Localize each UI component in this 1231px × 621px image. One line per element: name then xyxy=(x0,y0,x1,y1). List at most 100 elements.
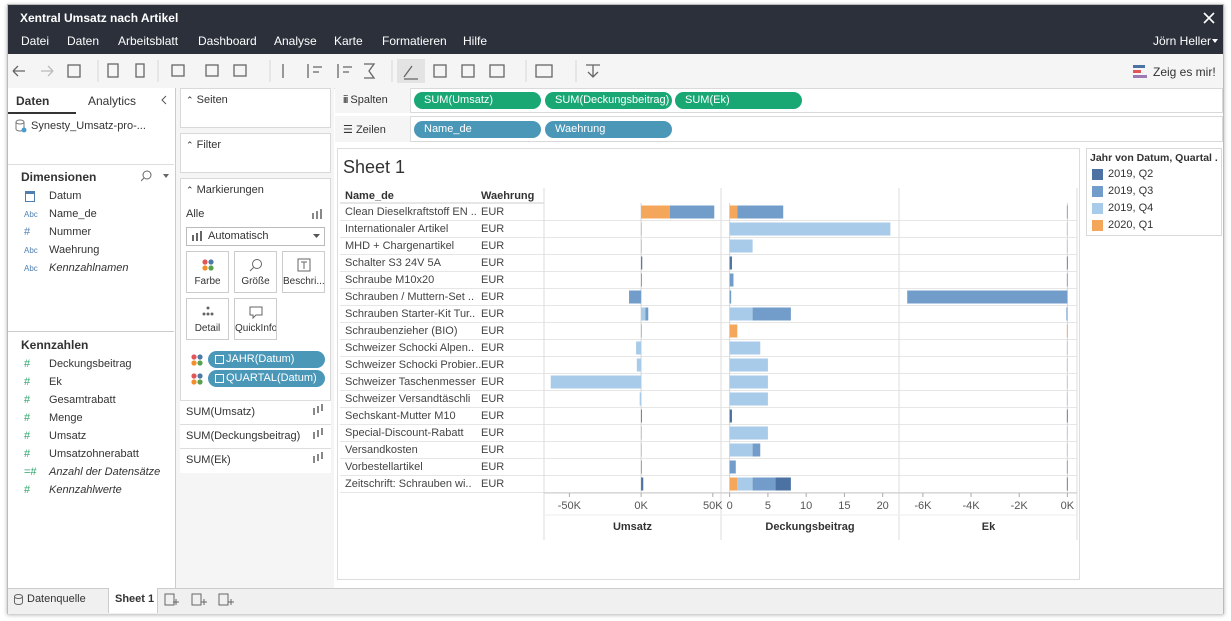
row-label: Versandkosten xyxy=(345,444,418,456)
bar xyxy=(729,426,768,440)
pane-tab[interactable]: Analytics xyxy=(88,94,137,108)
field-name[interactable]: Gesamtrabatt xyxy=(49,394,116,406)
field-name[interactable]: Kennzahlwerte xyxy=(49,484,122,496)
mark-pill[interactable]: QUARTAL(Datum) xyxy=(208,370,325,387)
field-name[interactable]: Anzahl der Datensätze xyxy=(49,466,161,478)
search-icon[interactable] xyxy=(141,170,169,182)
field-name[interactable]: Umsatz xyxy=(49,430,87,442)
field-name[interactable]: Menge xyxy=(49,412,83,424)
collapse-icon[interactable] xyxy=(160,95,168,105)
column-pill[interactable]: SUM(Umsatz) xyxy=(414,92,541,109)
bar xyxy=(645,307,649,321)
tab-underline xyxy=(8,88,76,114)
dropdown-caret xyxy=(313,234,320,238)
row-pill[interactable]: Name_de xyxy=(414,121,541,138)
bar xyxy=(641,205,670,219)
row-label: MHD + Chargenartikel xyxy=(345,240,454,252)
menu-item[interactable]: Arbeitsblatt xyxy=(118,34,179,48)
field-icon: # xyxy=(24,430,31,442)
bar xyxy=(729,222,891,236)
mark-button[interactable]: Beschri... xyxy=(282,251,325,293)
bar xyxy=(729,256,732,270)
menu-item[interactable]: Formatieren xyxy=(382,34,447,48)
field-name[interactable]: Umsatzohnerabatt xyxy=(49,448,139,460)
measure-card[interactable] xyxy=(180,400,331,425)
row-currency: EUR xyxy=(481,478,504,490)
field-name[interactable]: Deckungsbeitrag xyxy=(49,358,132,370)
legend-label[interactable]: 2019, Q3 xyxy=(1108,185,1154,197)
field-icon: Abc xyxy=(24,246,38,255)
x-tick-label: 0K xyxy=(1061,500,1075,512)
legend-label[interactable]: 2019, Q4 xyxy=(1108,202,1154,214)
bar xyxy=(752,443,761,457)
title-bar xyxy=(8,5,1223,54)
card-title-text: Filter xyxy=(196,139,222,151)
bar xyxy=(737,477,753,491)
legend xyxy=(1086,148,1222,236)
filters-card xyxy=(180,133,331,173)
bar xyxy=(669,205,715,219)
source-icon xyxy=(15,119,27,133)
mark-type-dropdown[interactable] xyxy=(186,227,325,246)
user-name[interactable]: Jörn Heller xyxy=(1153,34,1212,48)
measure-card[interactable] xyxy=(180,424,331,449)
plot: Sheet 1 Name_de Waehrung Clean Dieselkra… xyxy=(340,157,1078,540)
field-name[interactable]: Kennzahlnamen xyxy=(49,262,129,274)
menu-item[interactable]: Dashboard xyxy=(198,34,257,48)
bar xyxy=(639,392,642,406)
sheet-tab[interactable]: Datenquelle xyxy=(27,593,86,605)
legend-swatch xyxy=(1092,220,1103,231)
row-currency: EUR xyxy=(481,427,504,439)
legend-label[interactable]: 2020, Q1 xyxy=(1108,219,1154,231)
menu-item[interactable]: Karte xyxy=(334,34,363,48)
mark-button[interactable]: QuickInfo xyxy=(234,298,277,340)
close-button[interactable] xyxy=(1203,12,1215,24)
field-icon: # xyxy=(24,376,31,388)
menu-item[interactable]: Analyse xyxy=(274,34,317,48)
section-title: Dimensionen xyxy=(21,170,97,184)
mark-button[interactable]: Größe xyxy=(234,251,277,293)
bar xyxy=(729,239,753,253)
measure-card[interactable] xyxy=(180,448,331,473)
field-name[interactable]: Nummer xyxy=(49,226,92,238)
row-currency: EUR xyxy=(481,291,504,303)
menu-item[interactable]: Daten xyxy=(67,34,100,48)
bar xyxy=(729,392,768,406)
shelf-label-bg xyxy=(335,116,411,142)
show-me[interactable]: Zeig es mir! xyxy=(1153,65,1216,79)
field-name[interactable]: Ek xyxy=(49,376,62,388)
row-pill[interactable]: Waehrung xyxy=(545,121,672,138)
column-pill[interactable]: SUM(Deckungsbeitrag) xyxy=(545,92,672,109)
mark-button-label: Detail xyxy=(194,323,221,334)
sheet-tab[interactable]: Sheet 1 xyxy=(115,593,155,605)
mark-button[interactable]: Detail xyxy=(186,298,229,340)
menu-item[interactable]: Hilfe xyxy=(463,34,488,48)
column-pill[interactable]: SUM(Ek) xyxy=(675,92,802,109)
field-name[interactable]: Datum xyxy=(49,190,82,202)
bar xyxy=(1066,409,1068,423)
bar xyxy=(550,375,642,389)
x-tick-label: 50K xyxy=(703,500,723,512)
row-label: Schweizer Versandtäschli xyxy=(345,393,470,405)
mark-pill[interactable]: JAHR(Datum) xyxy=(208,351,325,368)
pane-tab[interactable]: Daten xyxy=(16,94,50,108)
x-tick-label: 0K xyxy=(634,500,648,512)
menu-item[interactable]: Datei xyxy=(21,34,50,48)
source-icon xyxy=(14,594,23,605)
field-name[interactable]: Name_de xyxy=(49,208,97,220)
row-label: Schrauben / Muttern-Set .. xyxy=(345,291,474,303)
x-tick-label: -2K xyxy=(1011,500,1029,512)
active-tab[interactable] xyxy=(108,588,158,613)
row-label: Vorbestellartikel xyxy=(345,461,423,473)
new-sheet-icons[interactable] xyxy=(164,592,234,608)
bar xyxy=(737,205,784,219)
data-source[interactable]: Synesty_Umsatz-pro-... xyxy=(31,120,146,132)
bar xyxy=(641,324,642,338)
field-name[interactable]: Waehrung xyxy=(49,244,100,256)
row-label: Schrauben Starter-Kit Tur.. xyxy=(345,308,475,320)
bar xyxy=(752,307,791,321)
legend-label[interactable]: 2019, Q2 xyxy=(1108,168,1154,180)
mark-button[interactable]: Farbe xyxy=(186,251,229,293)
row-currency: EUR xyxy=(481,359,504,371)
button-icon xyxy=(249,306,263,319)
